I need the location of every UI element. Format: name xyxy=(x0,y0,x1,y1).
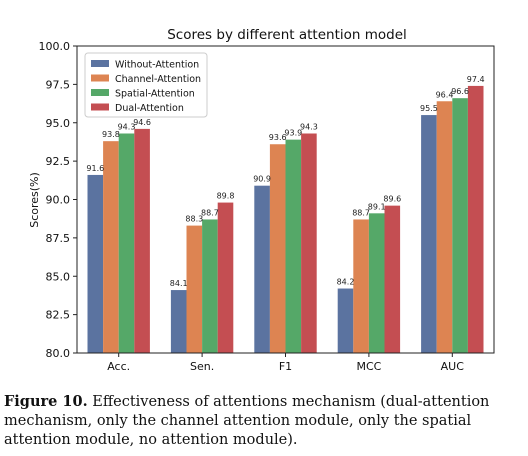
bar-value-label: 93.8 xyxy=(102,130,120,139)
bar-value-label: 97.4 xyxy=(467,75,485,84)
y-axis-label: Scores(%) xyxy=(28,172,41,228)
data-labels: 91.693.894.394.684.188.388.789.890.993.6… xyxy=(86,75,484,288)
bar-value-label: 96.4 xyxy=(436,90,454,99)
bar xyxy=(170,290,187,353)
y-axis-ticks: 80.0 82.5 85.0 87.5 90.0 92.5 95.0 97.5 100.0 xyxy=(39,40,77,360)
bar xyxy=(87,174,104,353)
bar xyxy=(301,133,317,353)
bar-value-label: 88.3 xyxy=(185,215,203,224)
x-tick-label: MCC xyxy=(356,360,381,373)
chart: Scores by different attention model Scor… xyxy=(28,27,495,373)
bar xyxy=(384,205,401,353)
bar-value-label: 93.9 xyxy=(284,129,302,138)
bar-value-label: 90.9 xyxy=(253,175,271,184)
y-tick-label: 85.0 xyxy=(46,270,71,283)
figure-caption-text: Effectiveness of attentions mechanism (d… xyxy=(4,394,490,448)
bar xyxy=(421,115,437,353)
x-tick-label: Acc. xyxy=(107,360,130,373)
legend-swatch xyxy=(91,103,109,111)
figure-label: Figure 10. xyxy=(4,393,88,410)
x-tick-label: AUC xyxy=(441,360,465,373)
bar xyxy=(118,133,135,353)
legend: Without-Attention Channel-Attention Spatia… xyxy=(84,52,208,118)
bar xyxy=(186,225,203,353)
plot-frame xyxy=(76,45,495,354)
bar xyxy=(202,219,218,353)
legend-swatch xyxy=(91,60,109,67)
y-tick-label: 80.0 xyxy=(46,347,71,360)
legend-swatch xyxy=(91,89,109,96)
legend-label: Spatial-Attention xyxy=(115,89,195,100)
bar-value-label: 84.1 xyxy=(170,279,188,288)
y-tick-label: 87.5 xyxy=(46,232,71,245)
bar-value-label: 94.3 xyxy=(118,122,136,131)
legend-box xyxy=(84,52,208,118)
bar xyxy=(368,213,385,353)
bar xyxy=(353,219,369,353)
bar-value-label: 91.6 xyxy=(86,164,104,173)
bar xyxy=(103,141,119,353)
bar xyxy=(269,144,286,353)
bar-value-label: 95.5 xyxy=(420,104,438,113)
y-tick-label: 100.0 xyxy=(39,40,71,53)
figure-caption: Figure 10. Effectiveness of attentions m… xyxy=(4,392,522,450)
chart-title: Scores by different attention model xyxy=(167,27,407,43)
bar xyxy=(467,85,484,353)
x-tick-label: F1 xyxy=(279,360,292,373)
bar-value-label: 88.7 xyxy=(352,208,370,217)
bar-value-label: 94.3 xyxy=(300,122,318,131)
y-tick-label: 82.5 xyxy=(46,309,71,322)
y-tick-label: 97.5 xyxy=(46,78,71,91)
bar xyxy=(285,139,302,353)
x-tick-label: Sen. xyxy=(190,360,214,373)
legend-label: Dual-Attention xyxy=(115,103,184,114)
bar xyxy=(134,128,150,353)
bar xyxy=(436,101,453,353)
bar-value-label: 89.8 xyxy=(217,192,235,201)
bar-value-label: 88.7 xyxy=(201,208,219,217)
bar xyxy=(452,98,468,353)
y-tick-label: 95.0 xyxy=(46,117,71,130)
bar xyxy=(337,288,354,353)
legend-label: Channel-Attention xyxy=(115,74,201,85)
bar-value-label: 89.1 xyxy=(368,202,386,211)
legend-swatch xyxy=(91,74,109,82)
y-tick-label: 92.5 xyxy=(46,155,71,168)
bar-value-label: 96.6 xyxy=(451,87,469,96)
x-axis-ticks: Acc. Sen. F1 MCC AUC xyxy=(107,353,464,373)
bar-value-label: 89.6 xyxy=(383,195,401,204)
legend-label: Without-Attention xyxy=(115,60,199,71)
bar xyxy=(217,202,234,353)
bar-value-label: 84.2 xyxy=(337,278,355,287)
bar-value-label: 94.6 xyxy=(133,118,151,127)
bar-series xyxy=(87,85,484,353)
bar xyxy=(254,185,270,353)
y-tick-label: 90.0 xyxy=(46,194,71,207)
bar-value-label: 93.6 xyxy=(269,133,287,142)
